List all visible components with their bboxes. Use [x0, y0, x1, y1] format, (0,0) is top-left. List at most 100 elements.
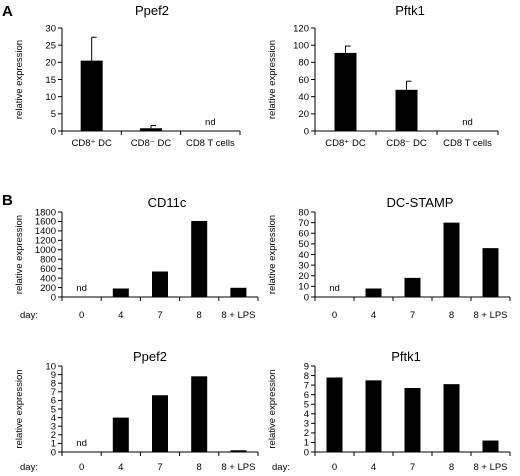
y-axis-label: relative expression	[267, 215, 278, 294]
y-tick-label: 0	[304, 292, 309, 303]
bar	[112, 288, 129, 297]
x-category-label: 7	[410, 310, 415, 321]
panel-letter-a: A	[2, 3, 13, 20]
bar	[482, 248, 499, 297]
y-tick-label: 9	[51, 370, 56, 381]
y-tick-label: 6	[51, 396, 56, 407]
y-tick-label: 5	[51, 404, 56, 415]
y-tick-label: 400	[40, 273, 56, 284]
y-tick-label: 3	[51, 422, 56, 433]
chart-title: Ppef2	[133, 349, 167, 364]
bar	[191, 220, 208, 297]
x-category-label: 8 + LPS	[221, 310, 255, 321]
y-tick-label: 0	[51, 126, 56, 137]
y-tick-label: 7	[51, 387, 56, 398]
y-tick-label: 70	[298, 218, 309, 229]
y-tick-label: 800	[40, 255, 56, 266]
x-category-label: 4	[371, 462, 376, 473]
x-category-label: 8	[197, 310, 202, 321]
x-axis-prefix: day:	[20, 310, 38, 321]
bar	[230, 450, 247, 452]
y-tick-label: 1000	[35, 245, 56, 256]
y-tick-label: 6	[304, 390, 309, 401]
y-axis-label: relative expression	[14, 369, 25, 448]
y-tick-label: 1	[51, 439, 56, 450]
y-tick-label: 4	[51, 413, 56, 424]
nd-annotation: nd	[329, 283, 340, 294]
nd-annotation: nd	[462, 117, 473, 128]
nd-annotation: nd	[76, 438, 87, 449]
bar	[482, 440, 499, 452]
x-category-label: 0	[79, 462, 84, 473]
y-axis-label: relative expression	[267, 369, 278, 448]
x-category-label: CD8 T cells	[186, 138, 235, 149]
x-category-label: 7	[410, 462, 415, 473]
chart-1: Ppef2 relative expression 0 5 10 15 20 25 30 CD8⁺…	[14, 3, 241, 149]
x-category-label: 8	[449, 462, 454, 473]
y-tick-label: 80	[298, 207, 309, 218]
y-tick-label: 10	[298, 282, 309, 293]
y-tick-label: 40	[298, 250, 309, 261]
y-tick-label: 25	[45, 40, 56, 51]
x-category-label: 0	[79, 310, 84, 321]
y-tick-label: 0	[51, 447, 56, 458]
y-tick-label: 1600	[35, 217, 56, 228]
y-tick-label: 30	[45, 23, 56, 34]
x-category-label: 0	[332, 310, 337, 321]
bar	[404, 277, 421, 297]
y-tick-label: 120	[293, 23, 309, 34]
x-category-label: 4	[118, 462, 123, 473]
y-axis-label: relative expression	[14, 215, 25, 294]
x-category-label: CD8⁻ DC	[131, 138, 172, 149]
x-axis-prefix: day:	[272, 462, 290, 473]
x-category-label: 8	[449, 310, 454, 321]
y-tick-label: 50	[298, 239, 309, 250]
y-axis-label: relative expression	[267, 40, 278, 119]
y-tick-label: 1400	[35, 226, 56, 237]
y-tick-label: 60	[298, 229, 309, 240]
y-tick-label: 600	[40, 264, 56, 275]
y-tick-label: 4	[304, 409, 309, 420]
x-category-label: 8 + LPS	[473, 462, 507, 473]
panel-letter-b: B	[2, 192, 13, 209]
bar	[404, 387, 421, 452]
y-tick-label: 100	[293, 40, 309, 51]
x-category-label: 7	[157, 310, 162, 321]
chart-title: DC-STAMP	[387, 195, 454, 210]
bar	[152, 395, 168, 452]
bar	[443, 384, 460, 452]
bar	[152, 271, 168, 297]
y-tick-label: 40	[298, 92, 309, 103]
y-tick-label: 1800	[35, 207, 56, 218]
y-tick-label: 2	[51, 430, 56, 441]
nd-annotation: nd	[76, 283, 87, 294]
y-tick-label: 10	[45, 92, 56, 103]
bar	[140, 128, 162, 131]
y-tick-label: 0	[304, 447, 309, 458]
chart-title: Ppef2	[135, 3, 169, 18]
y-tick-label: 200	[40, 283, 56, 294]
y-tick-label: 7	[304, 380, 309, 391]
chart-title: CD11c	[148, 195, 187, 210]
y-tick-label: 0	[51, 292, 56, 303]
y-tick-label: 15	[45, 75, 56, 86]
bar	[326, 377, 343, 452]
bar	[365, 380, 382, 452]
y-tick-label: 30	[298, 260, 309, 271]
nd-annotation: nd	[205, 117, 216, 128]
y-tick-label: 20	[298, 271, 309, 282]
y-tick-label: 80	[298, 58, 309, 69]
y-tick-label: 5	[304, 400, 309, 411]
x-category-label: 8 + LPS	[473, 310, 507, 321]
x-category-label: 8 + LPS	[221, 462, 255, 473]
chart-title: Pftk1	[395, 3, 425, 18]
x-axis-prefix: day:	[20, 462, 38, 473]
y-tick-label: 20	[298, 109, 309, 120]
x-category-label: CD8⁺ DC	[325, 138, 366, 149]
chart-title: Pftk1	[391, 349, 421, 364]
